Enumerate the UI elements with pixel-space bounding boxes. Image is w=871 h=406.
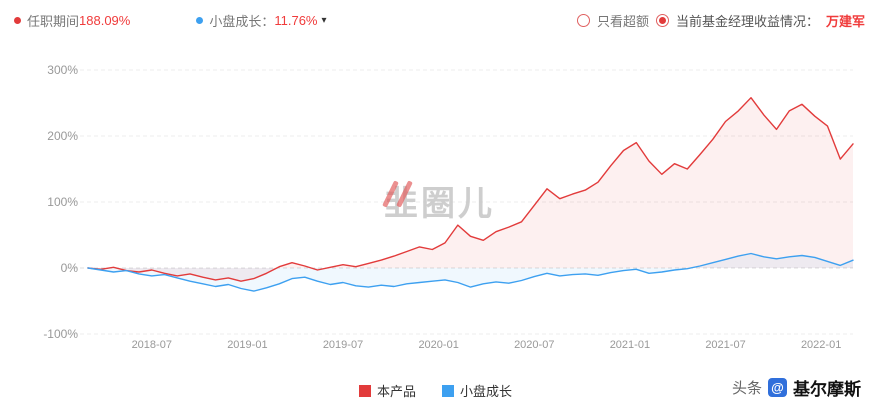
toutiao-logo-icon: @ (768, 378, 787, 397)
x-axis-label: 2020-01 (418, 339, 458, 351)
tenure-value: 188.09% (79, 12, 131, 28)
source-name: 基尔摩斯 (793, 380, 861, 399)
x-axis-label: 2021-01 (610, 339, 650, 351)
tenure-group: 任职期间 188.09% (14, 11, 130, 30)
y-axis-label: 100% (47, 195, 78, 209)
benchmark-label: 小盘成长： (209, 13, 275, 29)
radio-only-excess-label[interactable]: 只看超额 (596, 13, 649, 29)
legend-label: 本产品 (376, 384, 416, 399)
source-watermark: 头条 @ 基尔摩斯 (732, 375, 861, 400)
x-axis-label: 2018-07 (132, 339, 172, 351)
x-axis-label: 2021-07 (705, 339, 745, 351)
product-series-dot-icon (14, 16, 21, 24)
x-axis-label: 2019-01 (227, 339, 267, 351)
tenure-label: 任职期间 (27, 13, 80, 29)
radio-current-manager[interactable] (655, 13, 669, 27)
source-prefix: 头条 (731, 380, 762, 397)
x-axis-label: 2022-01 (801, 339, 841, 351)
legend-item[interactable]: 本产品 (358, 381, 416, 400)
x-axis-label: 2019-07 (323, 339, 363, 351)
series-line (87, 97, 854, 282)
series-area (88, 253, 853, 292)
radio-only-excess[interactable] (576, 13, 590, 27)
series-line (87, 252, 854, 292)
y-axis-label: -100% (43, 327, 78, 341)
y-axis-label: 300% (47, 63, 78, 77)
legend-label: 小盘成长 (460, 384, 513, 399)
legend-swatch-icon (442, 384, 454, 397)
benchmark-dropdown-caret-icon[interactable]: ▾ (321, 14, 327, 26)
performance-line-chart[interactable]: 300% 200% 100% 0% -100% 2018-07 2019-01 2019-07… (0, 38, 871, 358)
legend-swatch-icon (358, 384, 371, 397)
options-group: 只看超额 当前基金经理收益情况： 万建军 (576, 11, 865, 30)
series-area (88, 97, 853, 282)
chart-header: 任职期间 188.09% 小盘成长： 11.76% ▾ 只看超额 当前基金经理收… (14, 8, 865, 32)
y-axis-label: 200% (47, 129, 78, 143)
chart-legend: 本产品 小盘成长 (0, 381, 871, 400)
benchmark-value: 11.76% (274, 12, 318, 28)
legend-item[interactable]: 小盘成长 (442, 381, 512, 400)
y-axis-label: 0% (61, 261, 79, 275)
radio-selected-dot-icon (658, 16, 666, 24)
radio-current-manager-label[interactable]: 当前基金经理收益情况： (675, 13, 819, 29)
manager-name-link[interactable]: 万建军 (825, 13, 865, 29)
benchmark-series-dot-icon (196, 16, 204, 24)
chart-area: 300% 200% 100% 0% -100% 2018-07 2019-01 2019-07… (0, 38, 871, 358)
benchmark-group: 小盘成长： 11.76% ▾ (196, 11, 327, 30)
x-axis-label: 2020-07 (514, 339, 554, 351)
